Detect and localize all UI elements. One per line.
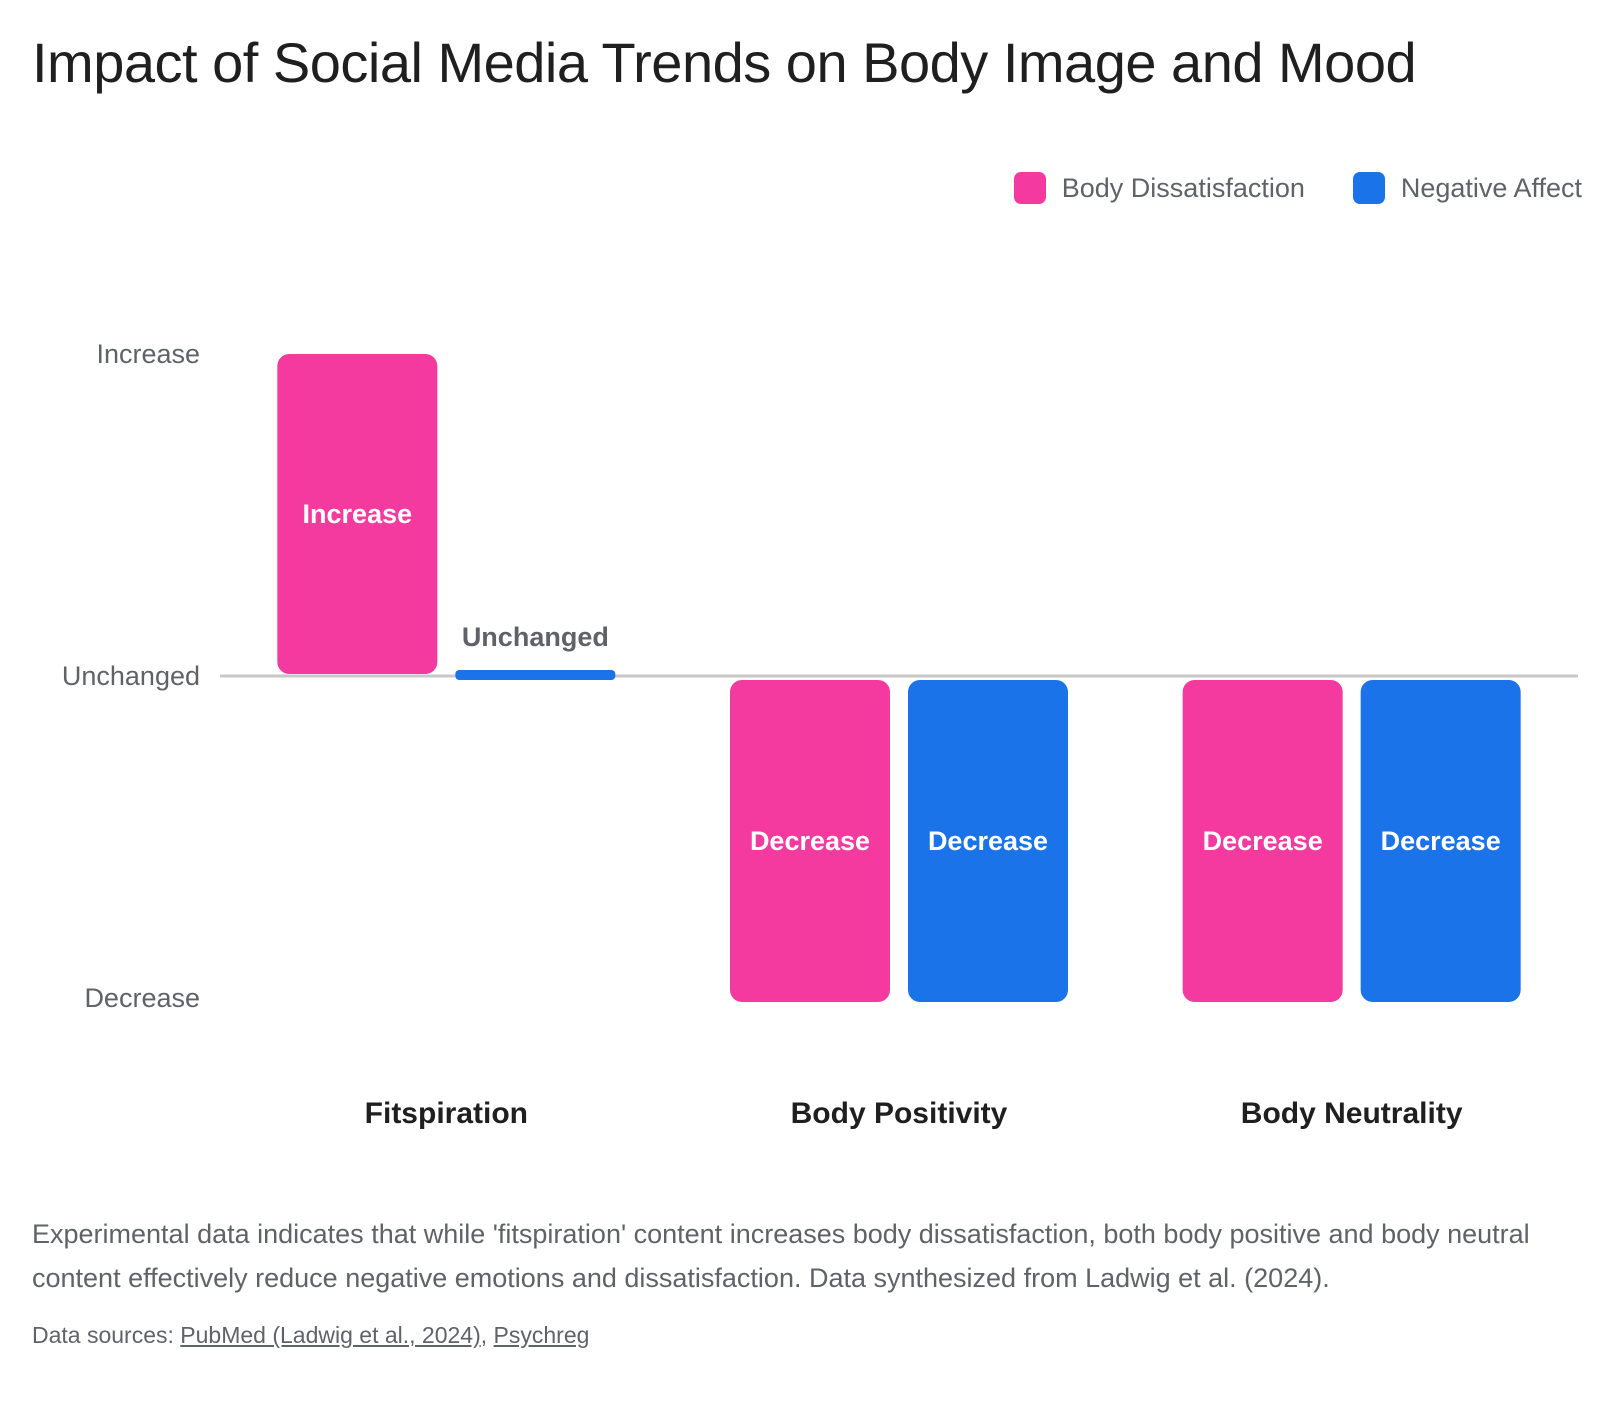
data-label-body-positivity-negative-affect: Decrease	[928, 826, 1048, 856]
bars: Increase Unchanged Decrease Decrease Decreas…	[277, 354, 1521, 1002]
y-axis-ticks: Decrease Unchanged Increase	[62, 339, 200, 1013]
data-label-body-neutrality-body-dissatisfaction: Decrease	[1203, 826, 1323, 856]
data-label-fitspiration-negative-affect: Unchanged	[462, 622, 609, 652]
y-tick-label: Decrease	[84, 983, 200, 1013]
legend-item-negative-affect[interactable]: Negative Affect	[1352, 172, 1582, 204]
legend-label-body-dissatisfaction: Body Dissatisfaction	[1061, 172, 1305, 203]
y-tick-label: Unchanged	[62, 661, 200, 691]
x-category-label: Fitspiration	[365, 1097, 528, 1130]
chart-description: Experimental data indicates that while '…	[32, 1219, 1530, 1293]
chart-title: Impact of Social Media Trends on Body Im…	[32, 31, 1417, 94]
legend: Body Dissatisfaction Negative Affect	[966, 172, 1582, 204]
bar-body-neutrality-negative-affect[interactable]	[1360, 680, 1521, 1002]
data-label-body-neutrality-negative-affect: Decrease	[1381, 826, 1501, 856]
y-tick-label: Increase	[96, 339, 200, 369]
data-label-body-positivity-body-dissatisfaction: Decrease	[750, 826, 870, 856]
data-sources: Data sources: PubMed (Ladwig et al., 202…	[32, 1322, 589, 1349]
x-axis-categories: Fitspiration Body Positivity Body Neutrali…	[365, 1097, 1463, 1130]
x-category-label: Body Positivity	[791, 1097, 1008, 1130]
bar-body-neutrality-body-dissatisfaction[interactable]	[1182, 680, 1343, 1002]
x-category-label: Body Neutrality	[1241, 1097, 1463, 1130]
source-link-pubmed[interactable]: PubMed (Ladwig et al., 2024)	[180, 1322, 481, 1348]
source-link-psychreg[interactable]: Psychreg	[493, 1322, 590, 1348]
bar-fitspiration-negative-affect[interactable]	[455, 670, 616, 680]
bar-body-positivity-negative-affect[interactable]	[908, 680, 1068, 1002]
legend-swatch-negative-affect	[1352, 172, 1385, 204]
legend-item-body-dissatisfaction[interactable]: Body Dissatisfaction	[1013, 172, 1305, 204]
data-label-fitspiration-body-dissatisfaction: Increase	[303, 499, 413, 529]
legend-label-negative-affect: Negative Affect	[1400, 172, 1582, 203]
bar-fitspiration-body-dissatisfaction[interactable]	[277, 354, 438, 674]
sources-prefix: Data sources:	[32, 1322, 181, 1348]
legend-swatch-body-dissatisfaction	[1013, 172, 1046, 204]
sources-separator: ,	[480, 1322, 494, 1348]
bar-body-positivity-body-dissatisfaction[interactable]	[730, 680, 890, 1002]
